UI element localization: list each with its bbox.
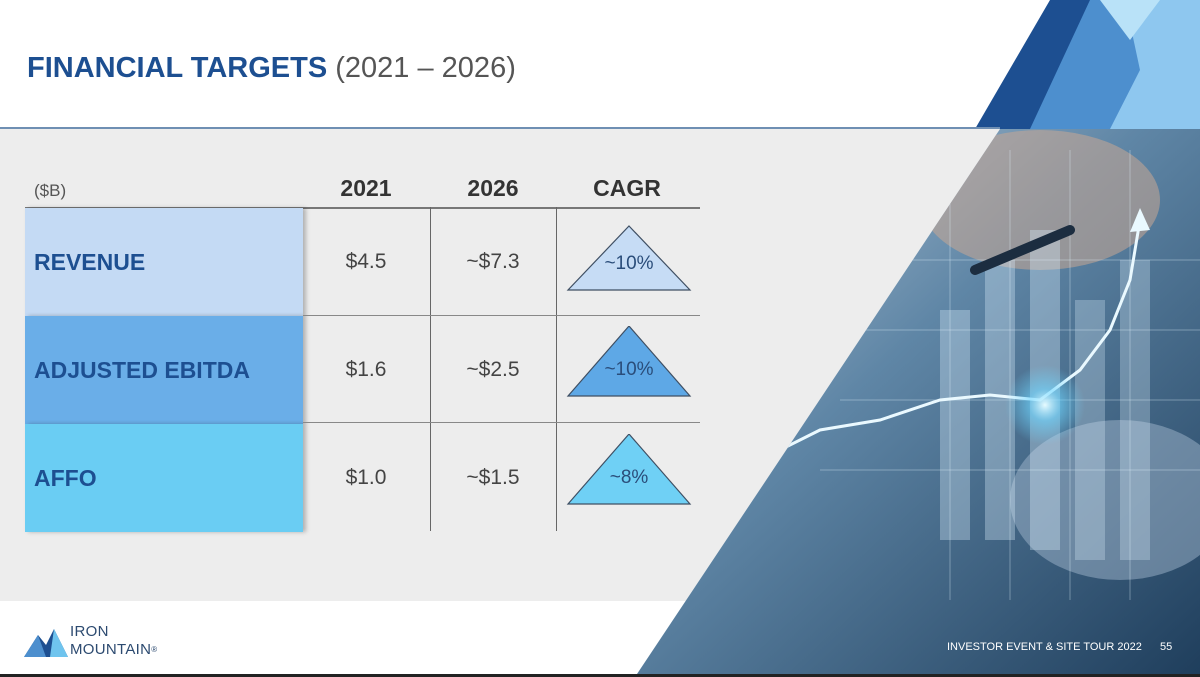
row-label-revenue: REVENUE (25, 208, 303, 316)
title-main: FINANCIAL TARGETS (27, 52, 328, 84)
title-years: (2021 – 2026) (335, 52, 516, 84)
footer-event-name: INVESTOR EVENT & SITE TOUR 2022 (947, 641, 1142, 653)
row-divider (303, 422, 700, 423)
ebitda-cagr-value: ~10% (604, 359, 654, 380)
row-label-affo: AFFO (25, 424, 303, 532)
column-header-cagr: CAGR (593, 175, 661, 201)
page-number: 55 (1160, 641, 1173, 653)
ebitda-2026-value: ~$2.5 (466, 358, 520, 381)
affo-cagr-value: ~8% (609, 467, 649, 488)
mountain-icon (24, 629, 68, 657)
page-title: FINANCIAL TARGETS (2021 – 2026) (27, 52, 516, 85)
logo-line-1: IRON (70, 623, 109, 640)
logo-line-2: MOUNTAIN (70, 641, 152, 658)
units-label: ($B) (34, 181, 67, 200)
ebitda-2021-value: $1.6 (345, 358, 387, 381)
column-divider (430, 207, 431, 531)
row-divider (303, 315, 700, 316)
revenue-cagr-triangle: ~10% (566, 220, 692, 300)
header-divider (0, 127, 1000, 129)
iron-mountain-logo: IRON MOUNTAIN® (24, 621, 204, 661)
revenue-2026-value: ~$7.3 (466, 250, 520, 273)
affo-2026-value: ~$1.5 (466, 466, 520, 489)
table-top-rule (25, 207, 700, 209)
row-label-adjusted-ebitda: ADJUSTED EBITDA (25, 316, 303, 424)
logo-trademark: ® (151, 645, 158, 654)
column-header-2026: 2026 (467, 175, 519, 201)
affo-cagr-triangle: ~8% (566, 434, 692, 514)
revenue-cagr-value: ~10% (604, 253, 654, 274)
affo-2021-value: $1.0 (345, 466, 387, 489)
column-divider (556, 207, 557, 531)
column-header-2021: 2021 (340, 175, 392, 201)
ebitda-cagr-triangle: ~10% (566, 326, 692, 406)
revenue-2021-value: $4.5 (345, 250, 387, 273)
